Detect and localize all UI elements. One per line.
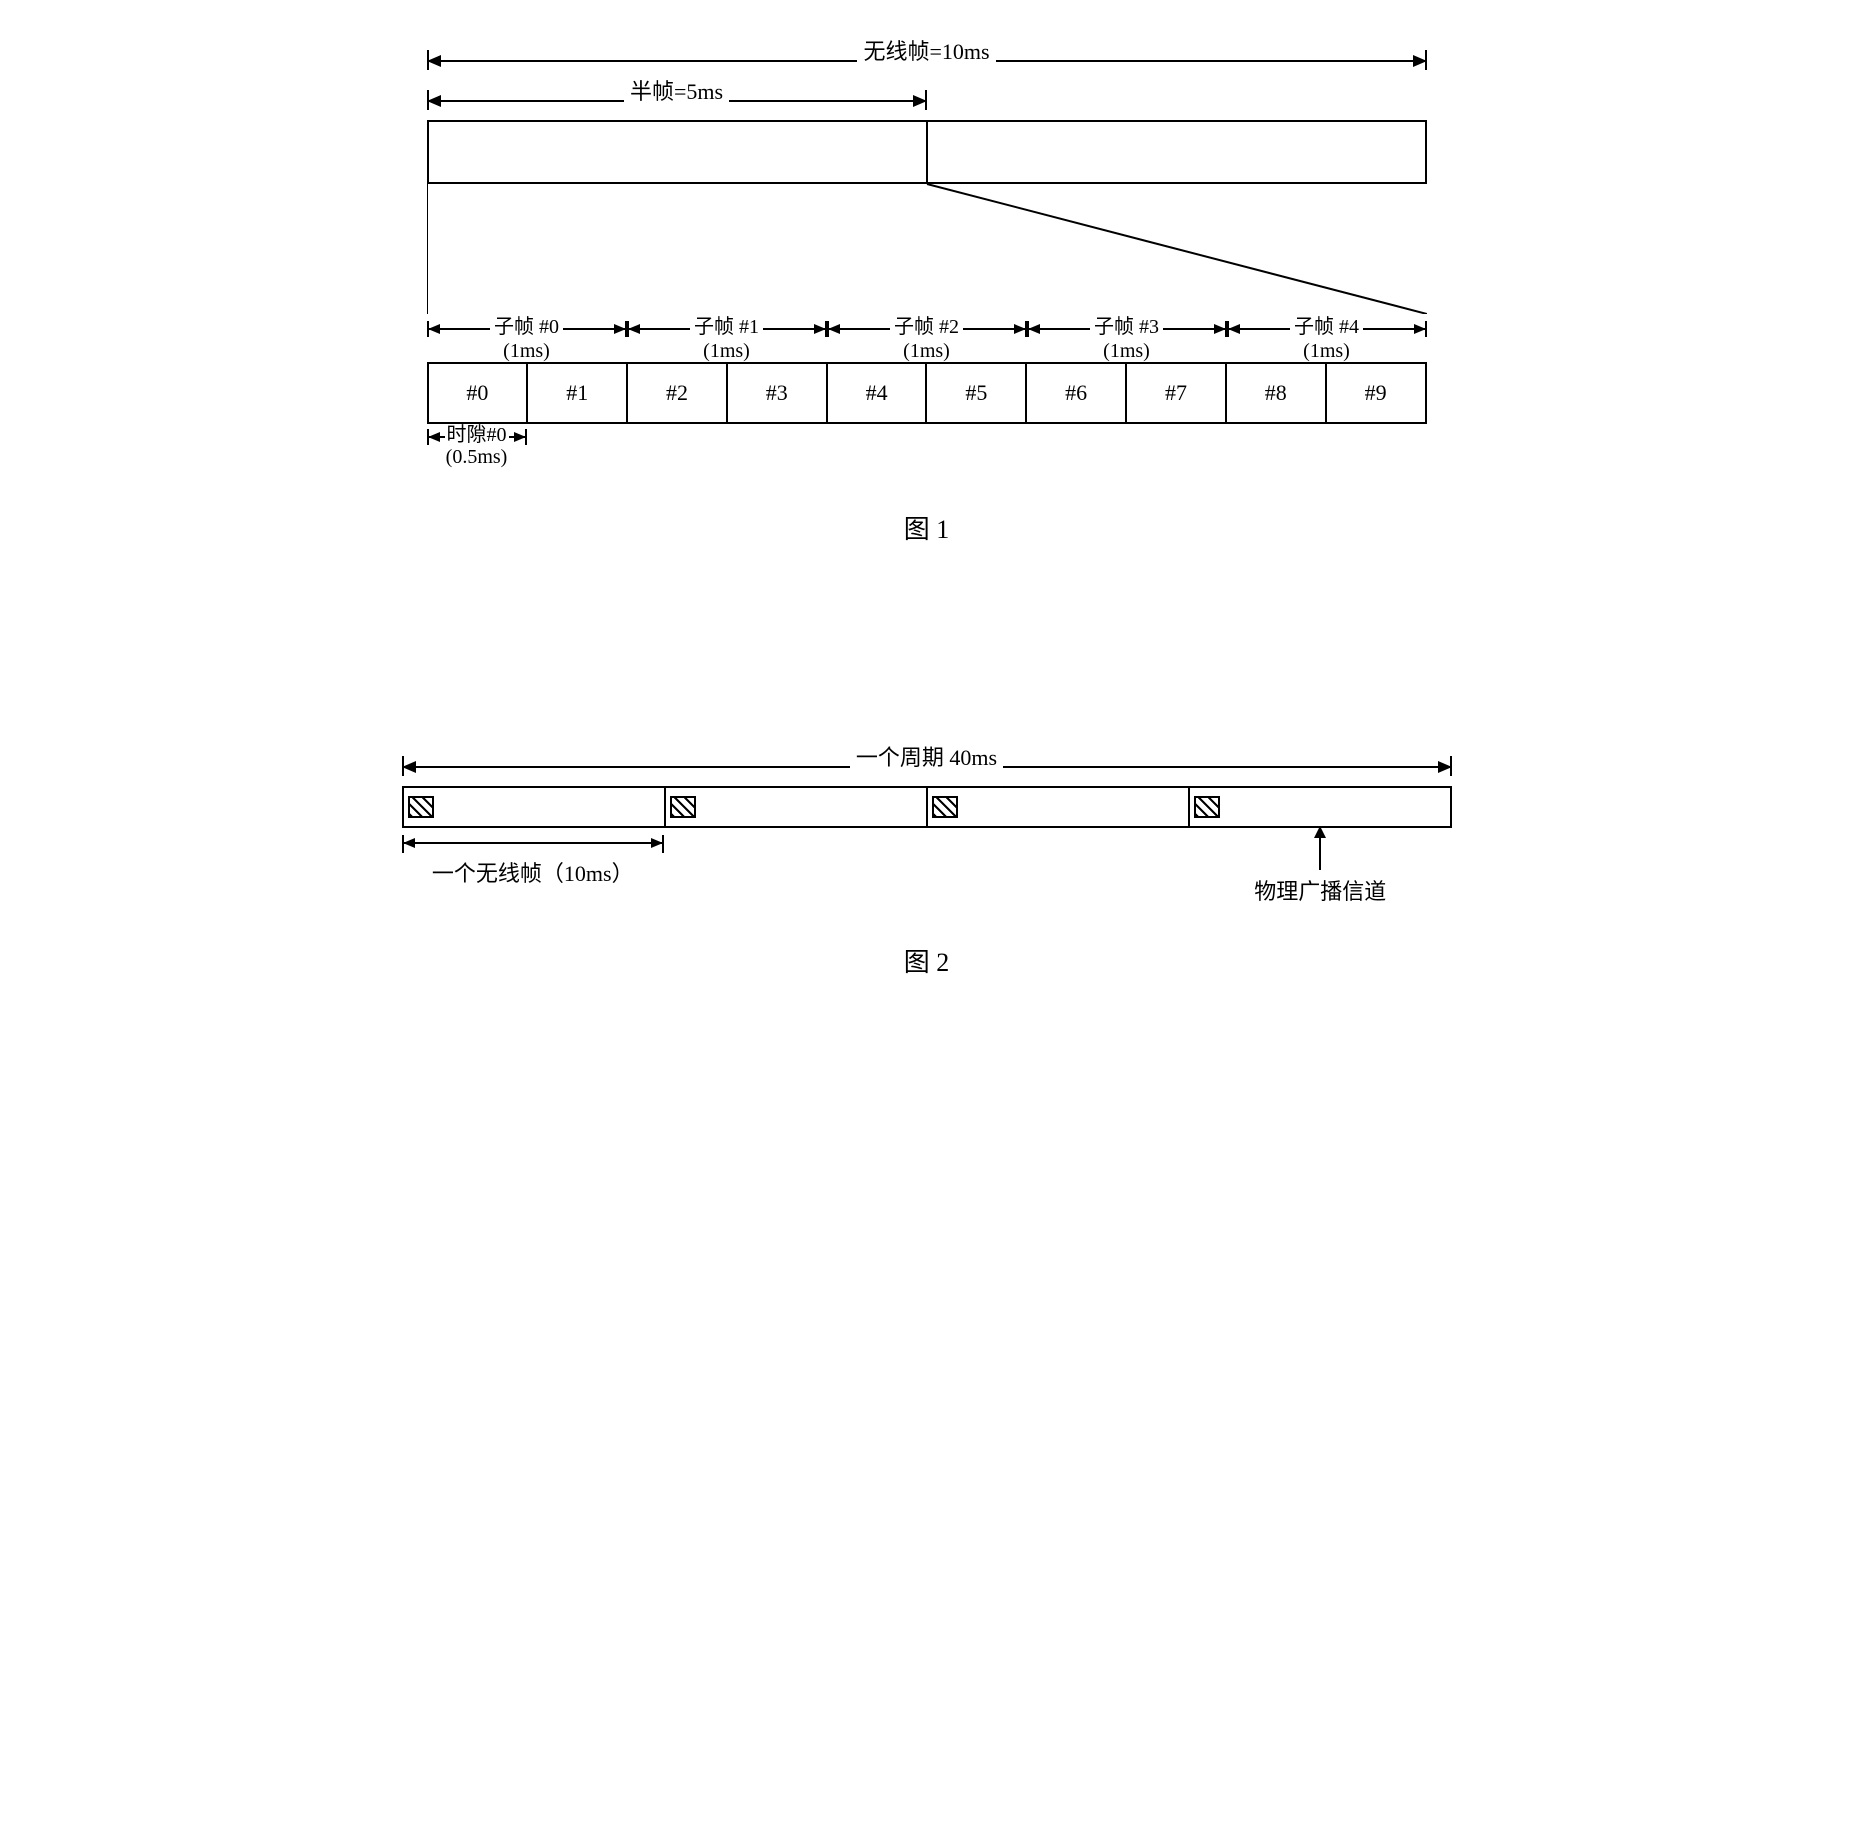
slots-row: #0 #1 #2 #3 #4 #5 #6 #7 #8 #9	[427, 362, 1427, 424]
subframe-4: 子帧 #4 (1ms)	[1227, 314, 1427, 362]
pbch-label: 物理广播信道	[1189, 874, 1452, 906]
pbch-icon	[932, 796, 958, 818]
wireless-frame-label: 一个无线帧（10ms）	[402, 856, 665, 888]
radio-frame-measure: 无线帧=10ms	[427, 40, 1427, 80]
slot-6: #6	[1027, 364, 1127, 422]
pbch-icon	[1194, 796, 1220, 818]
slot0-label: 时隙#0	[445, 424, 509, 446]
slot-3: #3	[728, 364, 828, 422]
subframe-2: 子帧 #2 (1ms)	[827, 314, 1027, 362]
slot0-measure: 时隙#0 (0.5ms)	[427, 426, 527, 469]
period-bar	[402, 786, 1452, 828]
half-frame-1	[928, 122, 1425, 182]
frame-1	[666, 788, 928, 826]
subframe-labels: 子帧 #0 (1ms) 子帧 #1 (1ms) 子帧 #2 (1ms)	[427, 314, 1427, 362]
radio-frame-label: 无线帧=10ms	[857, 34, 995, 66]
slot-8: #8	[1227, 364, 1327, 422]
subframe-1: 子帧 #1 (1ms)	[627, 314, 827, 362]
slot-9: #9	[1327, 364, 1425, 422]
slot-7: #7	[1127, 364, 1227, 422]
half-frame-boxes	[427, 120, 1427, 184]
pbch-icon	[408, 796, 434, 818]
period-measure: 一个周期 40ms	[402, 746, 1452, 786]
figure-2: 一个周期 40ms 一个无线帧（10ms） 物理广播信道 图 2	[402, 746, 1452, 979]
slot0-duration: (0.5ms)	[427, 446, 527, 469]
period-label: 一个周期 40ms	[850, 740, 1003, 772]
figure-1: 无线帧=10ms 半帧=5ms 子帧 #0 (1ms)	[427, 40, 1427, 546]
frame-3	[1190, 788, 1450, 826]
figure-2-caption: 图 2	[402, 942, 1452, 979]
half-frame-0	[429, 122, 928, 182]
pbch-icon	[670, 796, 696, 818]
subframe-0: 子帧 #0 (1ms)	[427, 314, 627, 362]
slot-1: #1	[528, 364, 628, 422]
wireless-frame-measure: 一个无线帧（10ms）	[402, 832, 665, 888]
subframe-3: 子帧 #3 (1ms)	[1027, 314, 1227, 362]
figure-2-annotations: 一个无线帧（10ms） 物理广播信道	[402, 832, 1452, 912]
half-frame-label: 半帧=5ms	[624, 74, 729, 106]
slot-2: #2	[628, 364, 728, 422]
slot-4: #4	[828, 364, 928, 422]
frame-0	[404, 788, 666, 826]
figure-1-caption: 图 1	[427, 509, 1427, 546]
slot-5: #5	[927, 364, 1027, 422]
frame-2	[928, 788, 1190, 826]
zoom-guides	[427, 184, 1427, 314]
slot-0: #0	[429, 364, 529, 422]
half-frame-measure: 半帧=5ms	[427, 80, 927, 120]
pbch-callout: 物理广播信道	[1189, 826, 1452, 906]
